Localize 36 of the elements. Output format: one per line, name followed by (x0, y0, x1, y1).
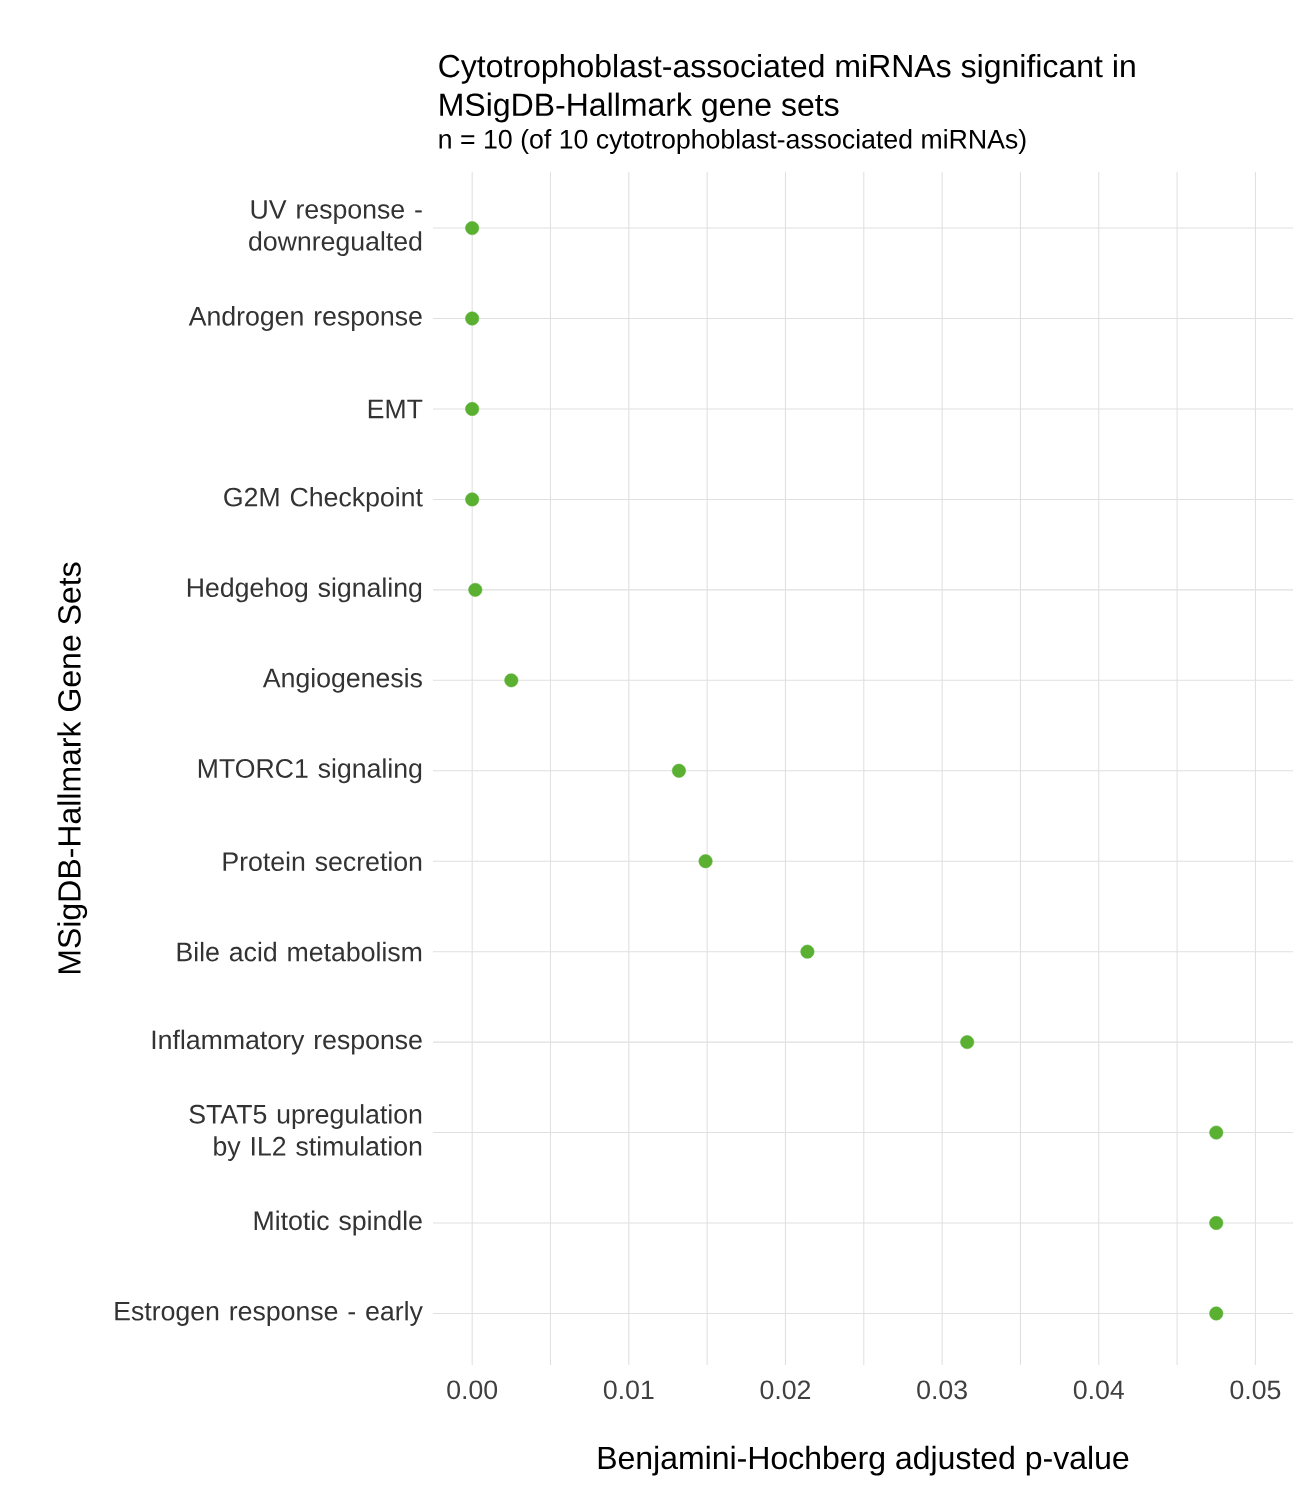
chart-subtitle: n = 10 (of 10 cytotrophoblast-associated miRNAs) (439, 129, 1026, 154)
y-axis-title: MSigDB-Hallmark Gene Sets (57, 562, 88, 974)
point (1209, 1216, 1224, 1230)
point (465, 492, 480, 507)
point (468, 582, 483, 597)
point (960, 1035, 975, 1050)
y-tick-label: Protein secretion (223, 851, 422, 871)
point (465, 311, 480, 326)
y-tick-label: Bile acid metabolism (177, 941, 422, 962)
y-tick-label: STAT5 upregulation by IL2 stimulation (189, 1104, 422, 1161)
point (1209, 1125, 1224, 1140)
x-tick-label: 0.01 (603, 1380, 654, 1400)
point (800, 944, 815, 959)
y-tick-label: UV response - downregualted (249, 200, 422, 257)
x-tick-label: 0.00 (447, 1380, 498, 1400)
y-tick-label: G2M Checkpoint (224, 486, 423, 512)
y-tick-label: Inflammatory response (152, 1029, 422, 1055)
point (465, 402, 480, 416)
point (465, 221, 480, 236)
y-tick-label: Mitotic spindle (254, 1210, 422, 1236)
point (1209, 1306, 1224, 1321)
x-tick-label: 0.03 (917, 1380, 967, 1400)
point (672, 763, 686, 778)
y-tick-label: MTORC1 signaling (198, 758, 422, 784)
y-tick-label: Hedgehog signaling (187, 577, 422, 603)
y-tick-label: Estrogen response - early (115, 1301, 423, 1326)
point (698, 854, 713, 869)
chart-title: Cytotrophoblast-associated miRNAs significant in MSigDB-Hallmark gene sets (439, 53, 1135, 123)
x-tick-label: 0.04 (1073, 1380, 1124, 1400)
x-tick-label: 0.02 (760, 1380, 811, 1400)
x-axis-title: Benjamini-Hochberg adjusted p-value (598, 1445, 1129, 1476)
point (504, 673, 519, 688)
y-tick-label: Androgen response (188, 306, 422, 331)
x-tick-label: 0.05 (1230, 1380, 1281, 1400)
y-tick-label: Angiogenesis (262, 667, 422, 693)
y-tick-label: EMT (368, 399, 423, 419)
